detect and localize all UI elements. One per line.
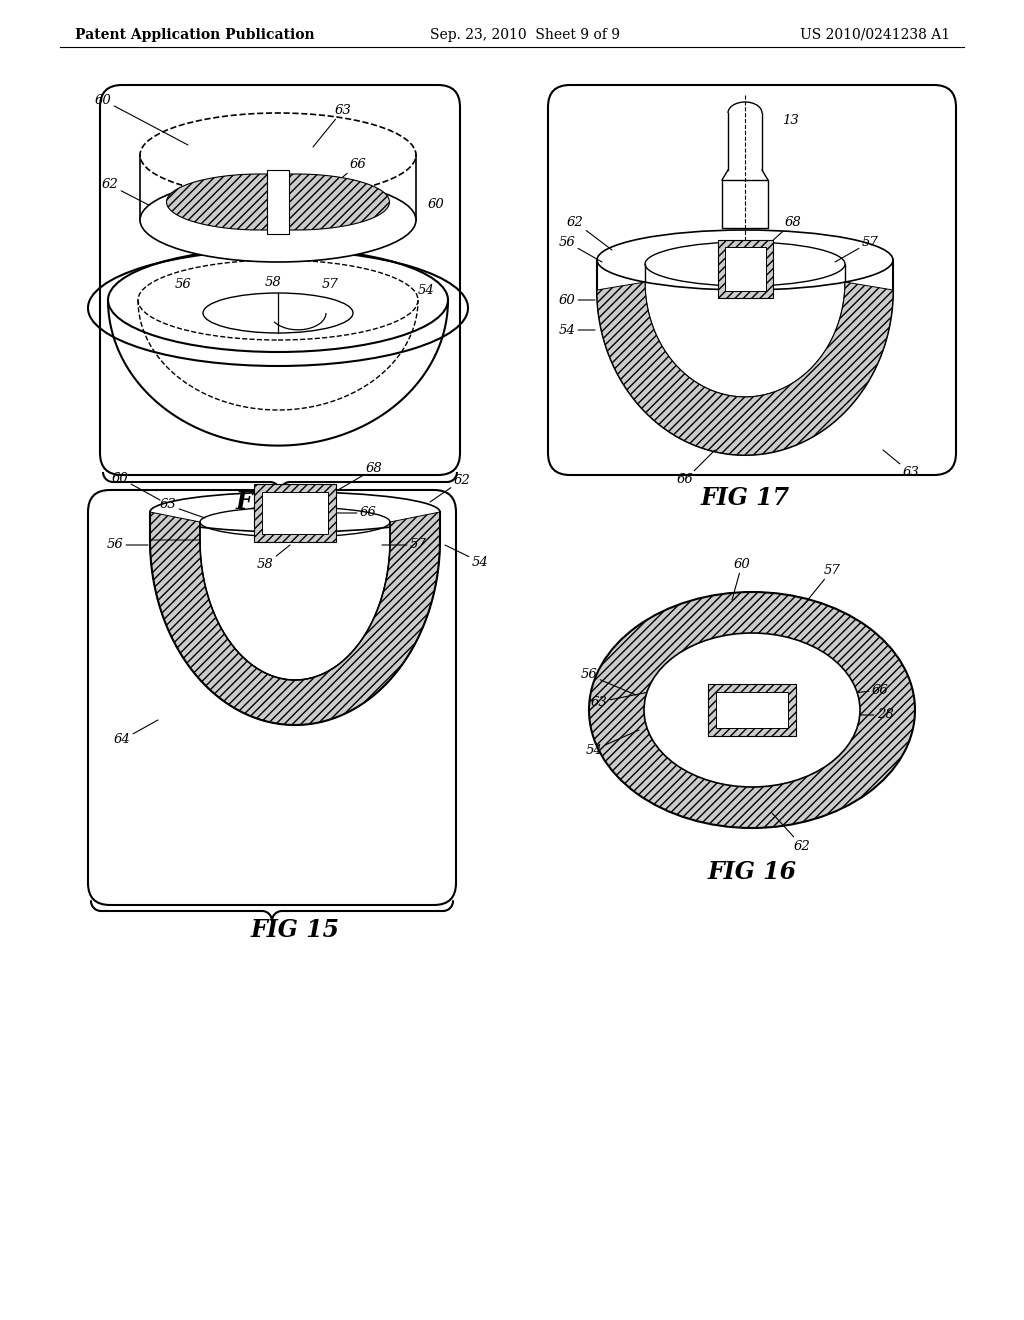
Text: 13: 13 — [781, 114, 799, 127]
Bar — [708, 684, 796, 737]
Bar — [254, 484, 336, 543]
Ellipse shape — [644, 634, 860, 787]
Text: 56: 56 — [106, 539, 148, 552]
Text: US 2010/0241238 A1: US 2010/0241238 A1 — [800, 28, 950, 42]
Text: 57: 57 — [382, 539, 426, 552]
Text: 63: 63 — [591, 692, 649, 709]
Text: 54: 54 — [559, 323, 595, 337]
Text: Sep. 23, 2010  Sheet 9 of 9: Sep. 23, 2010 Sheet 9 of 9 — [430, 28, 620, 42]
Text: 54: 54 — [418, 285, 434, 297]
Polygon shape — [150, 512, 440, 725]
Text: 64: 64 — [114, 719, 158, 747]
Bar — [716, 692, 788, 729]
Bar — [722, 180, 768, 228]
Text: 58: 58 — [257, 545, 290, 572]
Polygon shape — [167, 174, 389, 230]
Text: 68: 68 — [338, 462, 382, 490]
Polygon shape — [597, 282, 893, 455]
Text: 58: 58 — [264, 276, 282, 289]
Text: 60: 60 — [428, 198, 444, 211]
Bar — [718, 240, 773, 298]
Text: 62: 62 — [430, 474, 470, 502]
Text: FIG 17: FIG 17 — [700, 486, 790, 510]
Text: 56: 56 — [175, 279, 191, 292]
Bar — [262, 492, 328, 535]
Text: 57: 57 — [835, 235, 879, 261]
Bar — [725, 247, 766, 290]
Text: Patent Application Publication: Patent Application Publication — [75, 28, 314, 42]
Text: FIG 14: FIG 14 — [236, 490, 325, 513]
Text: 68: 68 — [757, 215, 802, 255]
Text: 66: 66 — [331, 507, 377, 520]
Ellipse shape — [589, 591, 915, 828]
Text: FIG 15: FIG 15 — [251, 917, 340, 942]
Text: 66: 66 — [791, 684, 889, 700]
Text: 54: 54 — [445, 545, 488, 569]
Text: 60: 60 — [94, 94, 188, 145]
Polygon shape — [150, 512, 440, 725]
Text: 28: 28 — [791, 709, 893, 722]
Text: 60: 60 — [732, 557, 751, 601]
Text: 54: 54 — [586, 730, 639, 756]
Text: 63: 63 — [313, 103, 351, 147]
Bar — [267, 170, 289, 234]
Text: 63: 63 — [883, 450, 920, 479]
Text: 57: 57 — [322, 279, 338, 292]
Text: FIG 16: FIG 16 — [708, 861, 797, 884]
Text: 63: 63 — [160, 499, 205, 517]
Text: 62: 62 — [101, 178, 168, 215]
Ellipse shape — [140, 178, 416, 261]
Text: 66: 66 — [677, 450, 715, 487]
Text: 62: 62 — [772, 813, 810, 853]
Text: 57: 57 — [802, 564, 841, 607]
Text: 60: 60 — [112, 471, 160, 500]
Text: 56: 56 — [581, 668, 636, 696]
Text: 62: 62 — [566, 215, 612, 249]
Text: 56: 56 — [559, 235, 602, 261]
Text: 66: 66 — [323, 157, 367, 194]
Text: 60: 60 — [559, 293, 595, 306]
